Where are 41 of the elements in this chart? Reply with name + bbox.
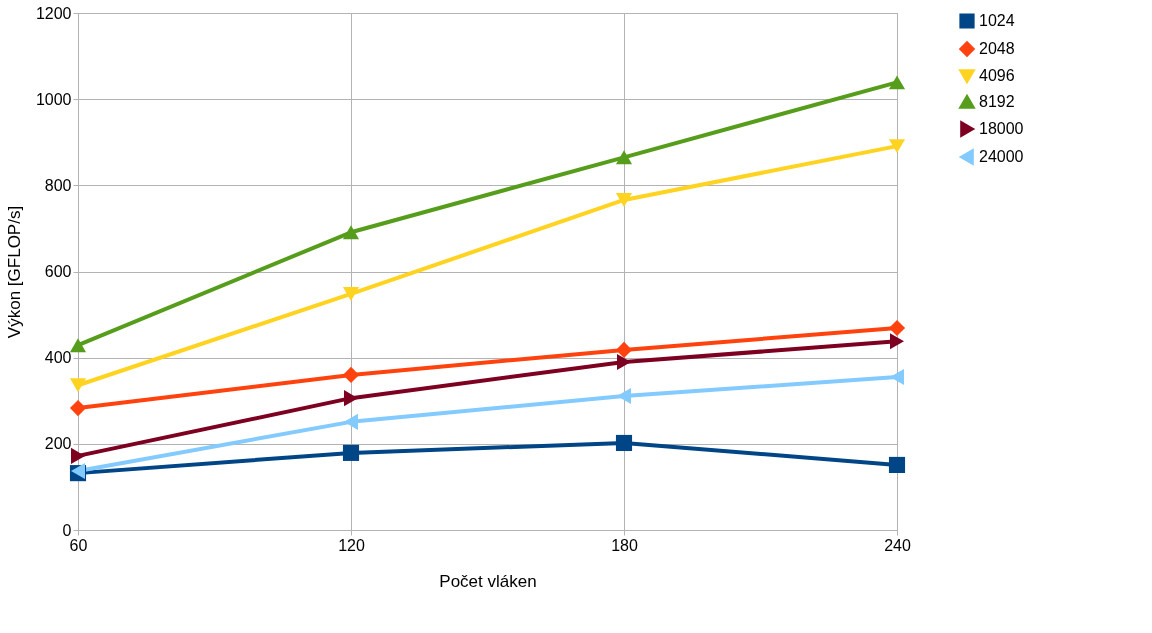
legend-label: 18000 [979,120,1024,137]
legend-label: 1024 [979,12,1015,29]
y-tick-label: 1200 [35,4,72,22]
x-axis-title: Počet vláken [439,571,537,591]
x-tick-label: 60 [69,536,88,554]
point [342,444,360,461]
y-tick-label: 600 [44,263,72,280]
y-tick-label: 200 [44,435,72,453]
point [615,193,633,207]
point [69,400,87,417]
point [342,286,360,301]
point [71,447,85,464]
point [890,333,904,350]
point [69,338,87,353]
legend-label: 8192 [979,93,1015,110]
point [615,341,633,358]
x-tick-label: 240 [884,536,911,554]
point [617,387,631,405]
point [344,390,358,407]
y-tick-label: 800 [44,176,72,194]
point [888,456,906,474]
point [69,378,87,393]
point [615,434,633,452]
y-tick-label: 0 [62,521,72,539]
legend-label: 24000 [979,148,1024,165]
y-tick-label: 1000 [35,90,72,108]
x-tick-label: 180 [611,536,638,554]
x-tick-label: 120 [338,536,365,554]
point [342,366,360,383]
point [890,368,904,386]
point [344,413,358,430]
point [615,150,633,165]
point [888,75,906,90]
legend-label: 2048 [979,40,1015,57]
point [888,139,906,154]
point [342,225,360,240]
point [617,353,631,371]
y-axis-title: Výkon [GFLOP/s] [4,205,24,339]
y-tick-label: 400 [44,349,72,367]
legend-label: 4096 [979,67,1015,84]
point [888,319,906,336]
